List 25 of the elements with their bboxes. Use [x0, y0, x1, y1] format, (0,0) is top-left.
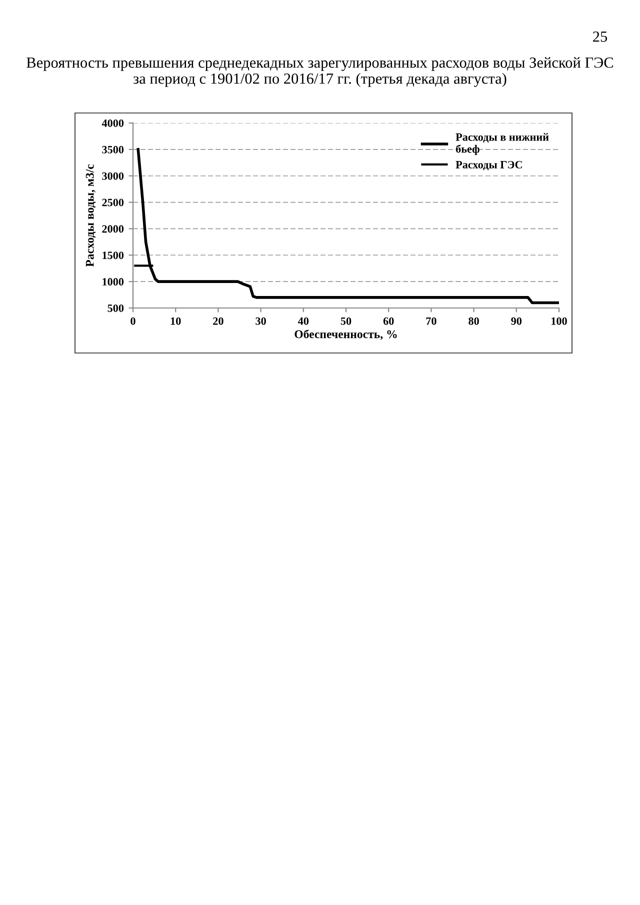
y-tick-label: 3000 — [102, 172, 124, 180]
x-tick-label: 70 — [426, 317, 436, 325]
legend-label: Расходы ГЭС — [456, 160, 522, 170]
y-tick-label: 500 — [108, 304, 124, 312]
x-tick-label: 0 — [130, 317, 136, 325]
x-tick-label: 40 — [298, 317, 309, 325]
y-tick-label: 2500 — [102, 198, 124, 206]
y-tick-label: 2000 — [102, 225, 124, 233]
legend-label: Расходы в нижний бьеф — [456, 133, 549, 155]
x-tick-label: 90 — [511, 317, 522, 325]
x-tick-label: 60 — [383, 317, 394, 325]
y-tick-label: 1500 — [102, 252, 124, 260]
x-tick-label: 100 — [552, 317, 567, 325]
text: 25 — [593, 32, 608, 42]
y-axis-title: Расходы воды, м3/с — [86, 164, 96, 267]
y-tick-label: 4000 — [102, 119, 124, 127]
y-tick-label: 1000 — [102, 278, 124, 286]
x-tick-label: 80 — [468, 317, 479, 325]
x-tick-label: 10 — [170, 317, 181, 325]
y-tick-label: 3500 — [102, 146, 124, 154]
x-tick-label: 50 — [340, 317, 352, 325]
x-axis-title: Обеспеченность, % — [294, 330, 397, 340]
x-tick-label: 20 — [213, 317, 224, 325]
x-tick-label: 30 — [256, 317, 266, 325]
chart-title: Вероятность превышения среднедекадных зарегулированных расходов воды Зейской ГЭС за период с 1901/02 по 2016/17 гг. (третья декада августа) — [26, 57, 613, 87]
